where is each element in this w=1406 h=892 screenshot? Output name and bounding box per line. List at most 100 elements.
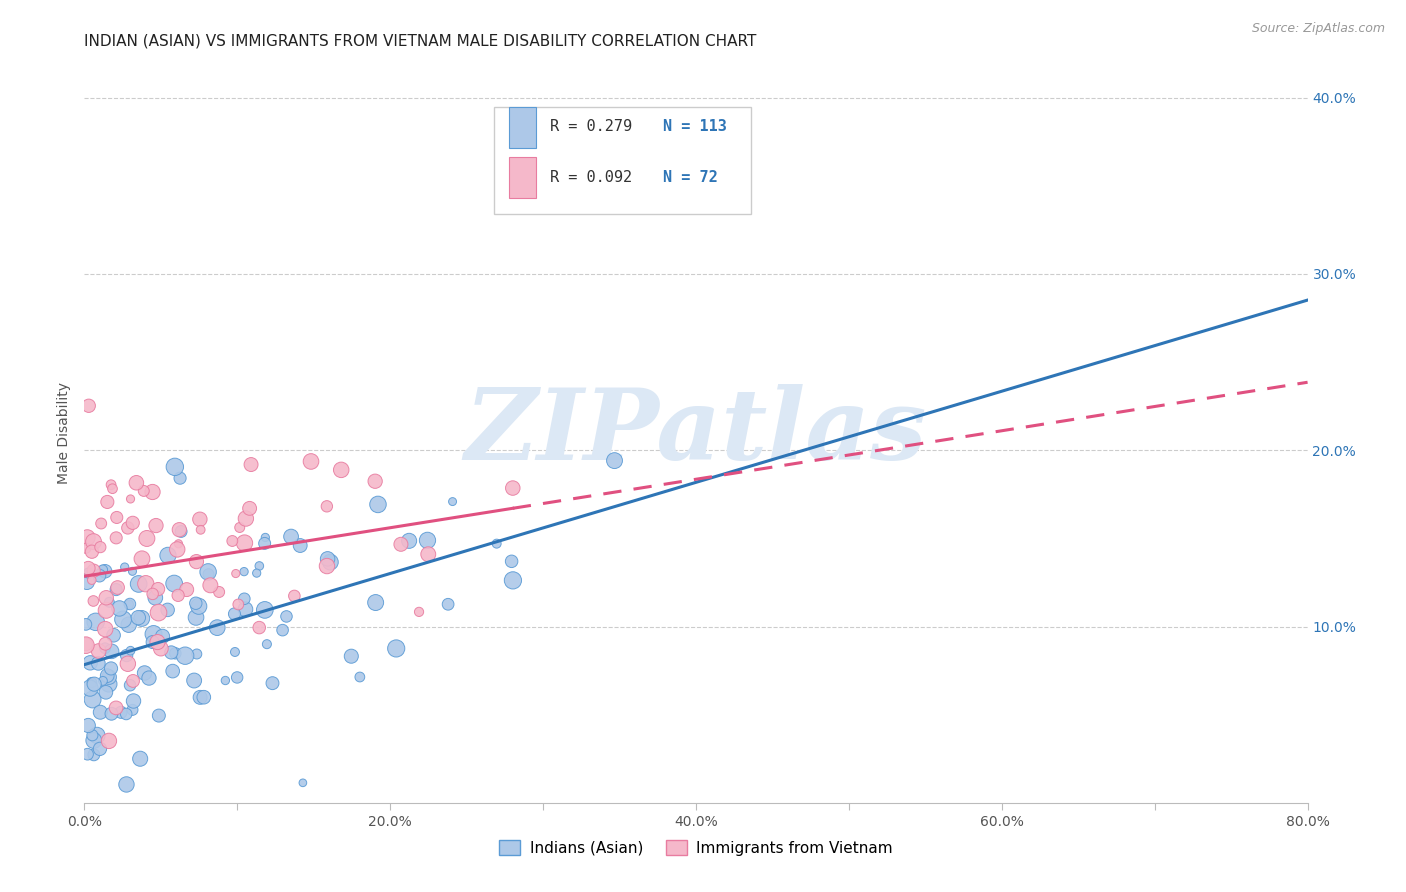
Point [131,611,153,625]
Point [146,582,169,596]
Point [291,776,314,790]
Point [235,511,257,525]
Point [118,617,141,632]
Point [208,585,231,599]
Legend: Indians (Asian), Immigrants from Vietnam: Indians (Asian), Immigrants from Vietnam [494,834,898,862]
Point [82,692,104,706]
Point [96,495,118,509]
Point [121,516,143,530]
Point [94,685,117,699]
Point [82,728,104,742]
Point [156,549,179,563]
Point [148,606,170,620]
Point [77,566,100,580]
Point [145,518,167,533]
Point [131,551,153,566]
Text: R = 0.092: R = 0.092 [550,169,633,185]
Point [84,615,107,629]
Point [221,533,243,548]
Point [83,564,105,578]
Point [197,565,219,579]
Point [408,605,430,619]
Point [83,747,105,762]
Point [96,668,118,682]
Point [183,673,205,688]
Point [135,532,157,546]
Point [184,596,207,610]
Point [276,609,298,624]
Point [188,690,211,705]
Point [97,677,120,691]
Point [89,568,111,582]
Point [87,644,110,658]
Point [176,582,198,597]
Point [169,523,191,537]
Point [364,595,387,609]
Point [94,622,117,636]
Point [501,554,523,568]
Point [76,574,98,589]
Point [100,477,122,491]
Point [110,706,132,720]
Point [117,521,139,535]
Point [141,485,163,500]
FancyBboxPatch shape [509,157,536,198]
Point [169,471,191,485]
Point [166,542,188,557]
Point [75,617,97,632]
Point [105,531,128,545]
Point [228,598,250,612]
Point [87,657,110,671]
Point [89,540,111,554]
Point [80,573,103,587]
Point [167,588,190,602]
Point [77,561,100,575]
Point [118,678,141,692]
Point [75,541,97,556]
Point [290,539,312,553]
Point [170,524,193,539]
Point [299,454,322,468]
Point [83,534,105,549]
Point [233,536,256,550]
Point [174,648,197,663]
Point [89,742,111,756]
Point [105,701,128,715]
Point [485,536,508,550]
Point [197,567,219,582]
Point [142,635,165,649]
Point [340,649,363,664]
Point [120,643,142,657]
Point [187,599,209,614]
Point [186,647,208,661]
Point [98,670,121,684]
Point [105,510,128,524]
Point [122,694,145,708]
Point [437,597,460,611]
Point [101,482,124,496]
Point [315,500,337,514]
Point [316,552,339,566]
Point [132,483,155,498]
Point [367,498,389,512]
Point [398,533,420,548]
Point [416,533,439,548]
Point [98,595,121,609]
Point [280,530,302,544]
Point [163,576,186,591]
Point [603,453,626,467]
Text: R = 0.279: R = 0.279 [550,120,633,135]
Point [76,747,98,762]
Point [79,681,101,695]
Point [105,582,128,597]
Point [77,718,100,732]
Point [128,577,150,591]
Point [114,560,136,574]
Point [82,594,104,608]
Point [86,728,108,742]
Point [225,566,247,581]
Text: INDIAN (ASIAN) VS IMMIGRANTS FROM VIETNAM MALE DISABILITY CORRELATION CHART: INDIAN (ASIAN) VS IMMIGRANTS FROM VIETNA… [84,34,756,49]
Point [94,641,117,656]
Point [186,555,208,569]
Point [184,610,207,624]
